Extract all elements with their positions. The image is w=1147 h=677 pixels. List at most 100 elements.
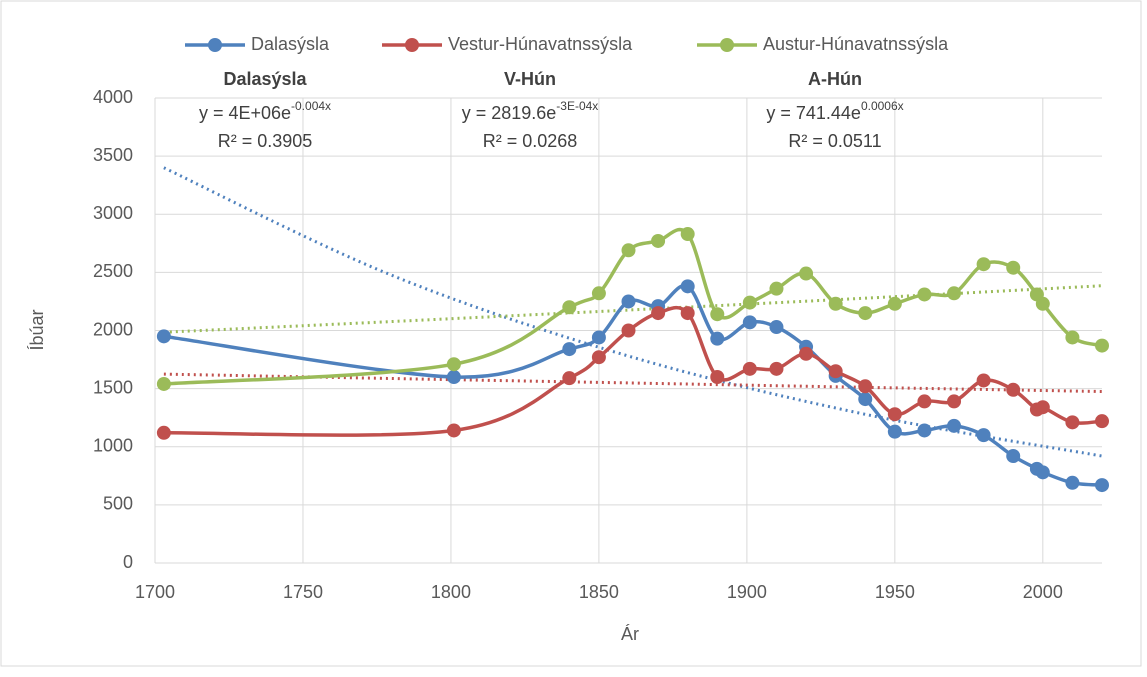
data-point (1035, 465, 1050, 480)
annotation-equation: y = 4E+06e-0.004x (199, 99, 331, 123)
data-point (1095, 414, 1109, 429)
data-point (917, 394, 932, 409)
data-point (591, 286, 606, 301)
data-point (621, 294, 636, 309)
annotation-r2: R² = 0.0268 (483, 131, 578, 151)
annotation-equation: y = 2819.6e-3E-04x (462, 99, 599, 123)
data-point (156, 425, 171, 440)
data-point (1035, 400, 1050, 415)
equation-exponent: -0.004x (291, 99, 331, 113)
data-point (858, 392, 873, 407)
data-point (1065, 415, 1080, 430)
data-point (858, 379, 873, 394)
data-point (947, 418, 962, 433)
data-point (742, 295, 757, 310)
x-axis-label: Ár (621, 624, 639, 644)
annotation-equation: y = 741.44e0.0006x (766, 99, 903, 123)
data-point (799, 266, 814, 281)
data-point (680, 306, 695, 321)
data-point (591, 330, 606, 345)
y-axis-label: Íbúar (27, 309, 47, 350)
data-point (591, 350, 606, 365)
data-point (947, 286, 962, 301)
data-point (887, 296, 902, 311)
equation-exponent: -3E-04x (556, 99, 598, 113)
y-tick-label: 2000 (93, 319, 133, 339)
y-tick-label: 4000 (93, 87, 133, 107)
data-point (621, 243, 636, 258)
x-tick-label: 1950 (875, 582, 915, 602)
y-tick-label: 2500 (93, 261, 133, 281)
legend-marker (208, 38, 222, 52)
x-tick-label: 1800 (431, 582, 471, 602)
data-point (562, 342, 577, 357)
legend-label: Dalasýsla (251, 34, 330, 54)
data-point (156, 376, 171, 391)
annotation-r2: R² = 0.3905 (218, 131, 313, 151)
data-point (1095, 478, 1109, 493)
y-tick-label: 3500 (93, 145, 133, 165)
y-tick-label: 3000 (93, 203, 133, 223)
data-point (917, 423, 932, 438)
data-point (976, 257, 991, 272)
legend-label: Vestur-Húnavatnssýsla (448, 34, 633, 54)
annotation-title: V-Hún (504, 69, 556, 89)
data-point (947, 394, 962, 409)
equation-base: y = 2819.6e (462, 103, 557, 123)
data-point (680, 279, 695, 294)
data-point (769, 320, 784, 335)
data-point (1065, 475, 1080, 490)
data-point (976, 373, 991, 388)
data-point (769, 281, 784, 296)
data-point (769, 361, 784, 376)
y-tick-label: 1000 (93, 436, 133, 456)
data-point (651, 306, 666, 321)
legend-marker (405, 38, 419, 52)
annotation-title: Dalasýsla (223, 69, 307, 89)
data-point (1065, 330, 1080, 345)
data-point (621, 323, 636, 338)
legend-marker (720, 38, 734, 52)
equation-exponent: 0.0006x (861, 99, 904, 113)
legend-label: Austur-Húnavatnssýsla (763, 34, 949, 54)
y-tick-label: 1500 (93, 377, 133, 397)
data-point (651, 233, 666, 248)
data-point (828, 364, 843, 379)
data-point (917, 287, 932, 302)
data-point (828, 296, 843, 311)
data-point (887, 424, 902, 439)
x-tick-label: 2000 (1023, 582, 1063, 602)
data-point (710, 331, 725, 346)
data-point (446, 370, 461, 384)
data-point (1006, 449, 1021, 464)
annotation-title: A-Hún (808, 69, 862, 89)
data-point (858, 306, 873, 321)
y-tick-label: 500 (103, 494, 133, 514)
data-point (742, 315, 757, 330)
equation-base: y = 4E+06e (199, 103, 291, 123)
x-tick-label: 1900 (727, 582, 767, 602)
data-point (1035, 296, 1050, 311)
trendline (163, 166, 1103, 458)
data-point (446, 423, 461, 438)
data-point (1095, 338, 1109, 353)
data-point (742, 361, 757, 376)
data-point (710, 370, 725, 384)
data-point (799, 346, 814, 361)
y-tick-label: 0 (123, 552, 133, 572)
data-point (562, 371, 577, 386)
data-point (156, 329, 171, 344)
data-point (887, 407, 902, 422)
data-point (1006, 260, 1021, 275)
data-point (710, 307, 725, 322)
data-point (562, 300, 577, 315)
data-point (680, 227, 695, 242)
x-tick-label: 1850 (579, 582, 619, 602)
data-point (446, 357, 461, 372)
equation-base: y = 741.44e (766, 103, 861, 123)
x-tick-label: 1700 (135, 582, 175, 602)
data-point (1006, 382, 1021, 397)
x-tick-label: 1750 (283, 582, 323, 602)
